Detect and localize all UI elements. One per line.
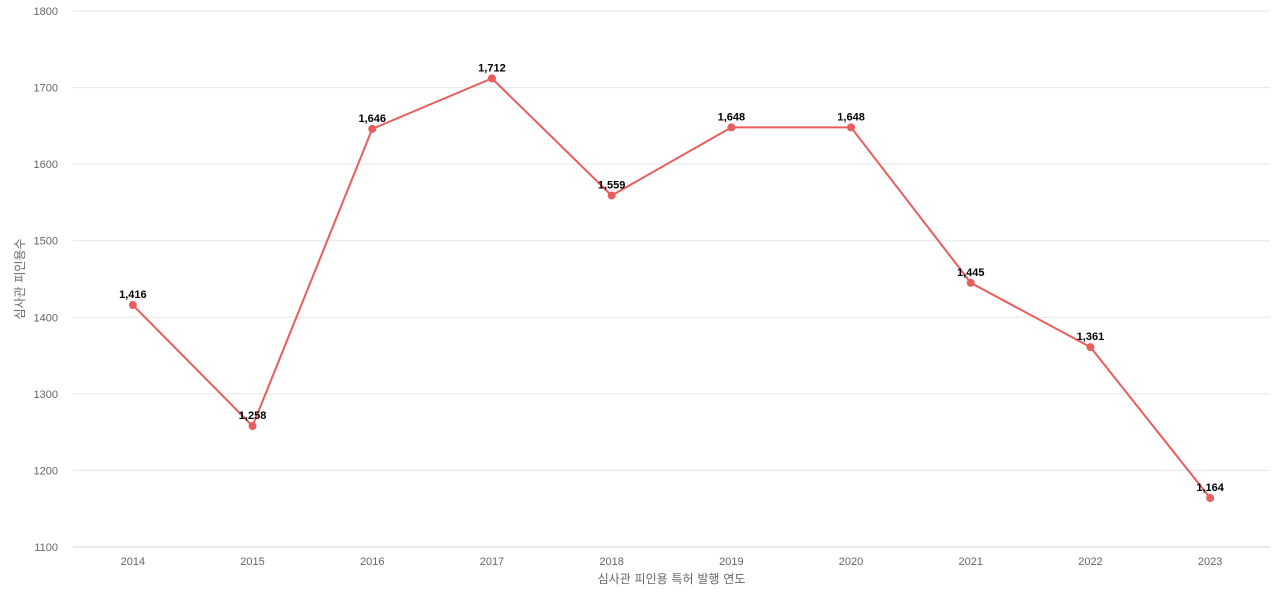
x-tick-label: 2022 [1078, 556, 1102, 568]
data-point[interactable] [487, 74, 496, 83]
data-point[interactable] [368, 124, 377, 133]
y-tick-label: 1300 [34, 389, 58, 401]
data-label: 1,445 [957, 267, 985, 279]
x-axis-title: 심사관 피인용 특허 발행 연도 [598, 571, 746, 586]
data-label: 1,559 [598, 180, 626, 192]
x-tick-label: 2023 [1198, 556, 1222, 568]
y-tick-label: 1100 [34, 542, 58, 554]
x-tick-label: 2019 [719, 556, 743, 568]
x-tick-label: 2021 [959, 556, 983, 568]
x-tick-label: 2020 [839, 556, 863, 568]
grid-lines [73, 10, 1270, 471]
data-point[interactable] [1206, 493, 1215, 502]
x-tick-label: 2016 [360, 556, 384, 568]
data-label: 1,712 [478, 62, 506, 74]
data-point[interactable] [1086, 343, 1095, 352]
data-label: 1,416 [119, 289, 147, 301]
data-point[interactable] [847, 123, 856, 132]
x-tick-label: 2017 [480, 556, 504, 568]
x-axis-ticks: 2014 2015 2016 2017 2018 2019 2020 2021 2022 2023 [121, 556, 1223, 568]
data-label: 1,164 [1196, 482, 1224, 494]
data-point[interactable] [128, 301, 137, 310]
y-axis-title: 심사관 피인용수 [13, 238, 27, 319]
y-axis-ticks: 1100 1200 1300 1400 1500 1600 1700 1800 [34, 6, 58, 554]
data-label: 1,646 [358, 113, 386, 125]
x-tick-label: 2015 [240, 556, 264, 568]
data-labels: 1,416 1,258 1,646 1,712 1,559 1,648 1,648 1,445… [119, 62, 1225, 494]
data-point[interactable] [607, 191, 616, 200]
data-label: 1,648 [837, 111, 865, 123]
data-label: 1,648 [718, 111, 746, 123]
data-point[interactable] [248, 422, 257, 431]
data-label: 1,361 [1077, 331, 1105, 343]
y-tick-label: 1800 [34, 6, 58, 18]
data-point[interactable] [727, 123, 736, 132]
x-tick-label: 2018 [599, 556, 623, 568]
y-tick-label: 1200 [34, 465, 58, 477]
y-tick-label: 1400 [34, 312, 58, 324]
x-tick-label: 2014 [121, 556, 145, 568]
y-tick-label: 1600 [34, 159, 58, 171]
data-point[interactable] [966, 278, 975, 287]
data-label: 1,258 [239, 410, 267, 422]
series-layer [128, 74, 1215, 502]
y-tick-label: 1500 [34, 236, 58, 248]
y-tick-label: 1700 [34, 83, 58, 95]
series-line [132, 77, 1211, 499]
